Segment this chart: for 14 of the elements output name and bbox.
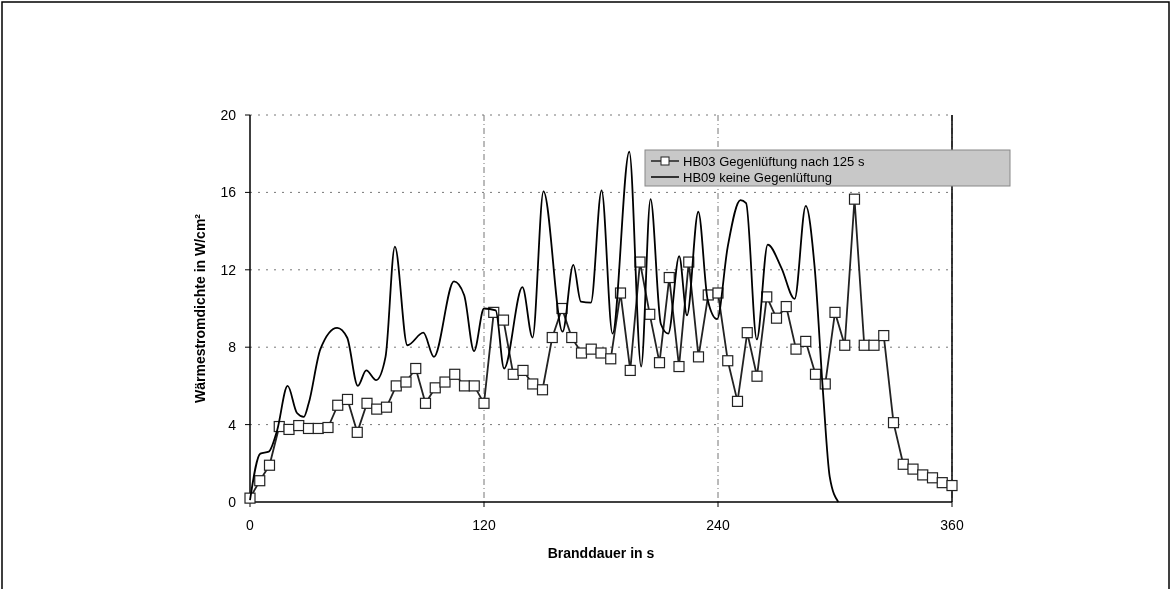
x-axis-title: Branddauer in s bbox=[547, 545, 655, 561]
x-tick-label: 360 bbox=[940, 517, 964, 533]
x-tick-label: 0 bbox=[246, 517, 255, 533]
y-tick-label: 0 bbox=[228, 494, 237, 510]
y-tick-label: 20 bbox=[220, 107, 237, 123]
x-tick-label: 240 bbox=[706, 517, 730, 533]
legend-label: HB09 keine Gegenlüftung bbox=[683, 170, 832, 185]
y-tick-label: 12 bbox=[220, 261, 237, 278]
y-tick-label: 16 bbox=[220, 184, 237, 201]
y-tick-label: 4 bbox=[228, 416, 237, 433]
y-axis-title: Wärmestromdichte in W/cm² bbox=[192, 213, 208, 404]
y-tick-label: 8 bbox=[228, 339, 237, 356]
x-tick-label: 120 bbox=[472, 517, 496, 533]
legend-label: HB03 Gegenlüftung nach 125 s bbox=[683, 154, 865, 169]
